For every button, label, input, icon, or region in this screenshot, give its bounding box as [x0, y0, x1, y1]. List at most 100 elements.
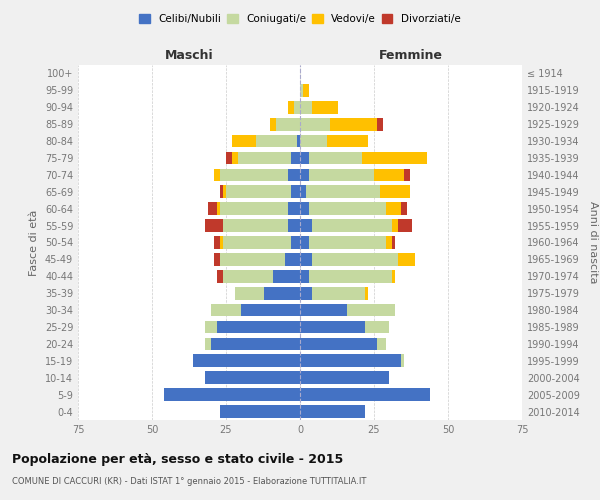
Bar	[398, 220, 412, 232]
Bar	[365, 287, 368, 300]
Bar	[223, 186, 226, 198]
Bar	[205, 220, 223, 232]
Bar	[277, 118, 300, 130]
Bar	[300, 134, 326, 147]
Bar	[288, 220, 300, 232]
Bar	[288, 168, 300, 181]
Bar	[347, 304, 395, 316]
Bar	[214, 168, 220, 181]
Bar	[300, 388, 430, 401]
Bar	[217, 320, 300, 334]
Bar	[226, 186, 291, 198]
Legend: Celibi/Nubili, Coniugati/e, Vedovi/e, Divorziati/e: Celibi/Nubili, Coniugati/e, Vedovi/e, Di…	[135, 10, 465, 28]
Bar	[220, 236, 223, 249]
Bar	[303, 84, 309, 96]
Bar	[205, 372, 300, 384]
Bar	[392, 236, 395, 249]
Text: Maschi: Maschi	[164, 48, 214, 62]
Bar	[300, 220, 312, 232]
Bar	[285, 253, 300, 266]
Bar	[232, 134, 256, 147]
Bar	[193, 354, 300, 367]
Bar	[300, 320, 365, 334]
Bar	[235, 287, 265, 300]
Bar	[220, 253, 285, 266]
Bar	[238, 152, 291, 164]
Bar	[291, 186, 300, 198]
Bar	[271, 118, 277, 130]
Bar	[312, 253, 398, 266]
Bar	[300, 287, 312, 300]
Bar	[297, 134, 300, 147]
Bar	[404, 168, 410, 181]
Bar	[232, 152, 238, 164]
Bar	[377, 338, 386, 350]
Bar	[300, 338, 377, 350]
Bar	[309, 202, 386, 215]
Bar	[329, 118, 377, 130]
Bar	[223, 270, 274, 282]
Bar	[300, 236, 309, 249]
Bar	[265, 287, 300, 300]
Bar	[294, 101, 300, 114]
Bar	[309, 236, 386, 249]
Bar	[386, 202, 401, 215]
Bar	[223, 236, 291, 249]
Bar	[300, 354, 401, 367]
Bar	[217, 270, 223, 282]
Bar	[326, 134, 368, 147]
Y-axis label: Anni di nascita: Anni di nascita	[588, 201, 598, 284]
Bar	[241, 304, 300, 316]
Bar	[300, 84, 303, 96]
Bar	[300, 253, 312, 266]
Bar	[374, 168, 404, 181]
Bar	[291, 152, 300, 164]
Bar	[291, 236, 300, 249]
Bar	[288, 101, 294, 114]
Bar	[401, 202, 407, 215]
Y-axis label: Fasce di età: Fasce di età	[29, 210, 39, 276]
Bar	[300, 152, 309, 164]
Bar	[217, 202, 220, 215]
Bar	[300, 270, 309, 282]
Bar	[312, 287, 365, 300]
Bar	[211, 304, 241, 316]
Bar	[220, 405, 300, 418]
Bar	[300, 372, 389, 384]
Bar	[386, 236, 392, 249]
Bar	[256, 134, 297, 147]
Text: COMUNE DI CACCURI (KR) - Dati ISTAT 1° gennaio 2015 - Elaborazione TUTTITALIA.IT: COMUNE DI CACCURI (KR) - Dati ISTAT 1° g…	[12, 478, 367, 486]
Bar	[309, 152, 362, 164]
Bar	[401, 354, 404, 367]
Bar	[164, 388, 300, 401]
Bar	[220, 168, 288, 181]
Bar	[274, 270, 300, 282]
Bar	[214, 253, 220, 266]
Bar	[309, 270, 392, 282]
Bar	[398, 253, 415, 266]
Bar	[300, 304, 347, 316]
Bar	[309, 168, 374, 181]
Bar	[226, 152, 232, 164]
Bar	[300, 118, 329, 130]
Bar	[205, 338, 211, 350]
Bar	[220, 186, 223, 198]
Bar	[220, 202, 288, 215]
Bar	[214, 236, 220, 249]
Bar	[300, 202, 309, 215]
Bar	[312, 101, 338, 114]
Bar	[380, 186, 410, 198]
Bar	[223, 220, 288, 232]
Bar	[208, 202, 217, 215]
Bar	[377, 118, 383, 130]
Bar	[211, 338, 300, 350]
Bar	[300, 405, 365, 418]
Text: Popolazione per età, sesso e stato civile - 2015: Popolazione per età, sesso e stato civil…	[12, 452, 343, 466]
Text: Femmine: Femmine	[379, 48, 443, 62]
Bar	[362, 152, 427, 164]
Bar	[392, 270, 395, 282]
Bar	[300, 101, 312, 114]
Bar	[306, 186, 380, 198]
Bar	[205, 320, 217, 334]
Bar	[365, 320, 389, 334]
